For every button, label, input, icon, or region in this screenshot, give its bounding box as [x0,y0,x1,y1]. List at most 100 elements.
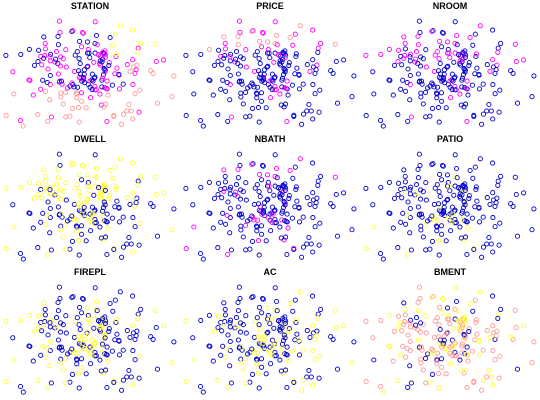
scatter-point [402,312,408,318]
scatter-point [150,70,156,76]
scatter-point [310,330,316,336]
scatter-point [276,318,282,324]
scatter-point [419,347,425,353]
scatter-point [282,187,288,193]
scatter-point [282,69,288,75]
scatter-point [514,233,521,239]
scatter-point [465,358,471,364]
scatter-point [429,294,435,301]
scatter-point [386,77,392,83]
scatter-point [58,360,64,366]
scatter-point [439,98,445,104]
scatter-point [133,200,139,206]
scatter-point [279,217,285,223]
scatter-point [43,88,49,94]
scatter-point [413,189,419,195]
scatter-point [427,113,433,119]
scatter-point [310,57,316,63]
scatter-point [284,251,290,258]
scatter-point [89,337,95,343]
scatter-point [310,82,316,88]
scatter-point [290,308,296,314]
scatter-point [237,162,243,168]
scatter-point [237,211,243,217]
scatter-point [215,112,221,118]
scatter-point [222,179,228,185]
scatter-point [452,83,458,89]
scatter-point [390,358,396,364]
scatter-point [183,52,189,58]
scatter-point [441,337,447,343]
scatter-point [74,228,80,234]
scatter-point [87,321,93,327]
scatter-point [386,343,392,349]
scatter-point [268,361,274,367]
scatter-point [76,322,82,328]
scatter-point [258,356,265,362]
scatter-point [249,105,256,111]
scatter-point [272,19,278,25]
scatter-point [135,45,141,51]
panel-points-ac [183,284,357,395]
scatter-point [465,225,471,231]
scatter-point [437,193,443,200]
scatter-point [3,379,9,385]
scatter-point [233,322,239,328]
scatter-point [104,78,110,84]
scatter-point [286,193,292,199]
scatter-point [300,214,306,220]
scatter-point [91,192,97,198]
scatter-point [310,190,316,196]
scatter-point [124,62,130,68]
scatter-point [256,201,262,207]
scatter-point [102,202,108,208]
scatter-point [238,320,244,326]
scatter-point [415,327,421,333]
scatter-point [53,322,59,328]
scatter-point [363,246,369,252]
scatter-point [247,113,253,119]
scatter-point [444,197,450,203]
scatter-point [41,34,47,40]
scatter-point [198,51,204,57]
scatter-point [452,353,458,359]
scatter-point [210,92,216,98]
scatter-point [477,289,483,295]
scatter-point [247,379,253,385]
scatter-point [341,57,347,63]
scatter-point [222,173,228,179]
scatter-point [254,95,260,101]
scatter-point [448,228,454,234]
scatter-point [257,326,263,333]
scatter-point [222,53,228,59]
scatter-point [255,238,262,244]
scatter-point [130,57,136,63]
scatter-point [454,42,460,48]
scatter-point [148,201,154,207]
scatter-point [83,105,89,111]
scatter-point [63,330,69,336]
scatter-point [283,101,289,107]
scatter-point [104,251,110,258]
scatter-point [459,217,465,223]
scatter-point [97,324,103,330]
scatter-point [120,347,126,353]
scatter-point [477,156,483,162]
scatter-point [328,334,334,340]
scatter-point [276,52,282,58]
scatter-point [279,75,286,81]
scatter-point [401,55,407,61]
scatter-point [96,185,102,191]
scatter-point [251,334,257,340]
scatter-point [438,90,445,96]
scatter-point [26,312,32,318]
scatter-point [77,60,83,67]
scatter-point [452,340,458,346]
panel-points-firepl [3,284,177,395]
scatter-point [235,42,241,48]
scatter-point [233,49,240,55]
scatter-point [490,330,496,336]
scatter-point [254,91,260,97]
scatter-point [83,371,89,377]
scatter-point [310,323,316,329]
